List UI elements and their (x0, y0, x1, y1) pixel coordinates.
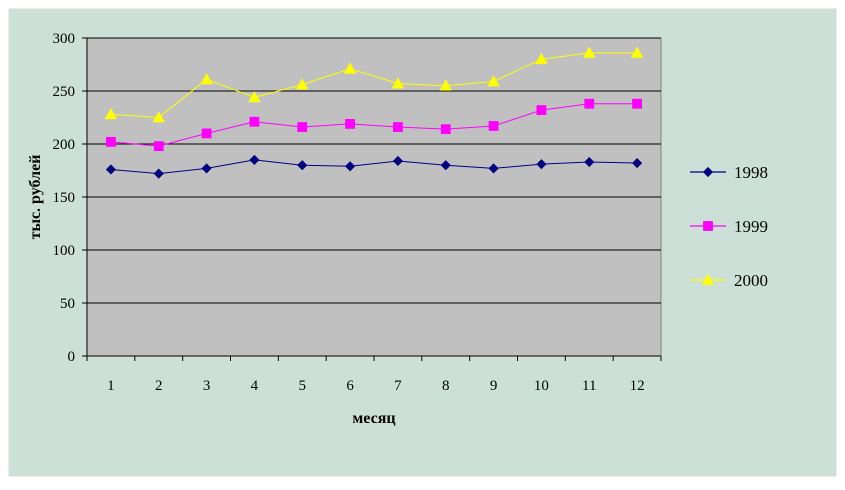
data-point-1999-3 (201, 128, 212, 139)
series-line-1999 (110, 103, 638, 147)
data-point-1999-8 (440, 124, 451, 135)
series-line-2000 (110, 52, 638, 119)
x-tick-label: 6 (346, 378, 354, 394)
x-tick-label: 7 (394, 378, 402, 394)
data-point-1999-2 (153, 141, 164, 152)
legend-label: 2000 (734, 271, 768, 290)
data-point-2000-4 (248, 91, 261, 103)
y-tick-label: 150 (53, 190, 76, 206)
data-point-1998-8 (440, 160, 451, 171)
data-point-2000-1 (104, 107, 118, 120)
x-axis-ticks: 1 2 3 4 5 6 7 8 9 10 11 12 (86, 355, 662, 394)
series-2000 (104, 46, 644, 123)
x-tick-label: 4 (251, 378, 259, 394)
x-tick-label: 3 (203, 378, 211, 394)
series-1998 (105, 154, 643, 179)
series-1999 (106, 98, 642, 152)
y-tick-label: 100 (53, 243, 76, 259)
legend-item-2000: 2000 (690, 271, 768, 290)
data-point-2000-11 (583, 46, 596, 58)
data-point-1999-12 (632, 98, 642, 109)
data-point-1999-5 (297, 122, 308, 132)
x-tick-label: 10 (534, 378, 549, 394)
data-point-1999-6 (345, 118, 355, 129)
y-tick-label: 0 (68, 349, 76, 365)
x-tick-label: 8 (442, 378, 450, 394)
data-point-1999-7 (393, 122, 403, 132)
x-axis-label: месяц (352, 410, 395, 427)
data-point-1998-12 (632, 158, 643, 169)
data-point-1999-11 (584, 98, 595, 109)
data-point-1998-1 (105, 164, 116, 175)
data-point-2000-10 (535, 52, 548, 65)
data-point-1998-7 (392, 155, 403, 167)
y-axis-ticks: 0 50 100 150 200 250 300 (53, 31, 88, 365)
y-axis-label: тыс. рублей (27, 155, 44, 240)
y-tick-label: 50 (60, 296, 75, 312)
data-point-1998-5 (297, 160, 308, 171)
data-point-1999-4 (249, 116, 260, 127)
x-tick-label: 1 (107, 378, 115, 394)
legend-label: 1998 (734, 163, 768, 182)
x-tick-label: 2 (155, 378, 163, 394)
data-point-1998-3 (201, 163, 212, 174)
legend-label: 1999 (734, 217, 768, 236)
data-point-2000-7 (391, 77, 405, 89)
x-tick-label: 5 (299, 378, 307, 394)
data-point-1998-11 (584, 156, 595, 168)
x-tick-label: 12 (630, 378, 645, 394)
data-point-2000-12 (630, 46, 644, 58)
data-point-1998-4 (249, 154, 260, 165)
data-point-2000-9 (487, 75, 500, 87)
data-point-1998-6 (345, 161, 356, 172)
data-point-1999-10 (536, 105, 547, 115)
y-tick-label: 300 (53, 31, 76, 47)
data-point-1998-10 (536, 159, 547, 170)
legend: 1998 1999 2000 (690, 163, 768, 290)
series-layer (104, 46, 644, 179)
x-tick-label: 9 (490, 378, 498, 394)
legend-marker (703, 221, 713, 231)
legend-marker (702, 166, 714, 178)
legend-marker (701, 273, 715, 285)
legend-item-1998: 1998 (690, 163, 768, 182)
data-point-2000-8 (439, 79, 452, 91)
data-point-2000-2 (152, 111, 165, 123)
data-point-1999-9 (488, 121, 499, 131)
gridlines (87, 37, 661, 304)
data-point-2000-5 (296, 78, 309, 90)
y-tick-label: 250 (53, 84, 76, 100)
data-point-1998-9 (488, 163, 499, 174)
data-point-2000-3 (200, 73, 213, 85)
y-tick-label: 200 (53, 137, 76, 153)
series-line-1998 (110, 159, 638, 175)
data-point-1999-1 (106, 136, 116, 147)
data-point-2000-6 (343, 62, 357, 74)
legend-item-1999: 1999 (690, 217, 768, 236)
data-point-1998-2 (153, 168, 164, 179)
x-tick-label: 11 (582, 378, 596, 394)
